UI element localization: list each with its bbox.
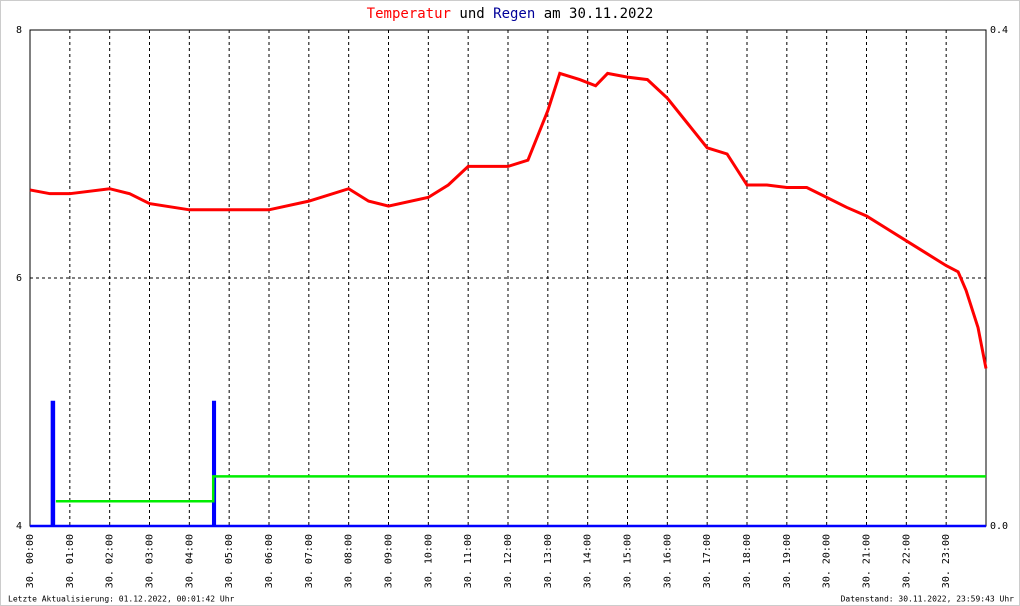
title-part: Regen	[493, 6, 535, 22]
x-tick-label: 30. 10:00	[423, 534, 434, 588]
x-tick-label: 30. 14:00	[583, 534, 594, 588]
chart-title: Temperatur und Regen am 30.11.2022	[367, 6, 654, 22]
x-tick-label: 30. 17:00	[702, 534, 713, 588]
x-tick-label: 30. 21:00	[862, 534, 873, 588]
x-tick-label: 30. 08:00	[344, 534, 355, 588]
x-tick-label: 30. 05:00	[224, 534, 235, 588]
y-tick-label: 4	[16, 521, 22, 532]
x-tick-label: 30. 09:00	[384, 534, 395, 588]
y2-tick-label: 0.0	[990, 521, 1008, 532]
x-tick-label: 30. 11:00	[463, 534, 474, 588]
x-tick-label: 30. 18:00	[742, 534, 753, 588]
x-tick-label: 30. 19:00	[782, 534, 793, 588]
title-part: am 30.11.2022	[544, 6, 654, 22]
x-tick-label: 30. 16:00	[662, 534, 673, 588]
title-part: Temperatur	[367, 6, 451, 22]
x-tick-label: 30. 15:00	[623, 534, 634, 588]
footer-left: Letzte Aktualisierung: 01.12.2022, 00:01…	[8, 595, 235, 604]
title-part: und	[459, 6, 484, 22]
x-tick-label: 30. 03:00	[145, 534, 156, 588]
x-tick-label: 30. 07:00	[304, 534, 315, 588]
x-tick-label: 30. 02:00	[105, 534, 116, 588]
series-line	[30, 400, 986, 528]
series-line	[29, 71, 988, 369]
footer-right: Datenstand: 30.11.2022, 23:59:43 Uhr	[841, 595, 1015, 604]
x-tick-label: 30. 22:00	[901, 534, 912, 588]
series-line	[55, 475, 986, 503]
x-tick-label: 30. 01:00	[65, 534, 76, 588]
x-tick-label: 30. 00:00	[25, 534, 36, 588]
x-tick-label: 30. 23:00	[941, 534, 952, 588]
x-tick-label: 30. 13:00	[543, 534, 554, 588]
x-tick-label: 30. 06:00	[264, 534, 275, 588]
x-tick-label: 30. 20:00	[822, 534, 833, 588]
x-tick-label: 30. 12:00	[503, 534, 514, 588]
x-tick-label: 30. 04:00	[184, 534, 195, 588]
y2-tick-label: 0.4	[990, 25, 1008, 36]
y-tick-label: 8	[16, 25, 22, 36]
y-tick-label: 6	[16, 273, 22, 284]
